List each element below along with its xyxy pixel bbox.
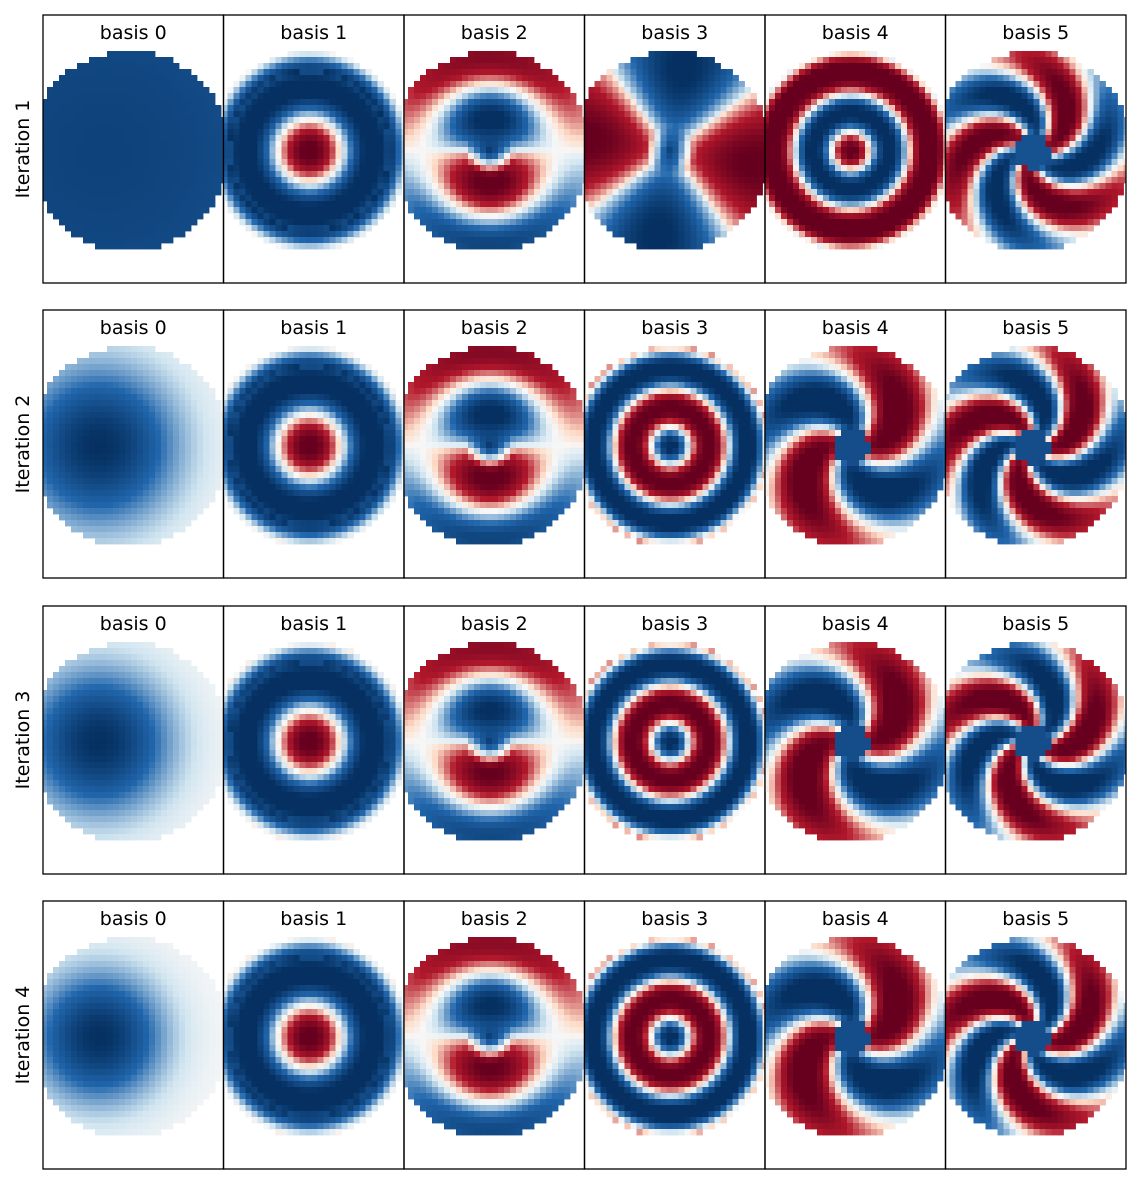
- panel-title: basis 1: [280, 22, 347, 44]
- heatmap-panel: basis 1: [222, 14, 405, 284]
- panel-title: basis 2: [461, 908, 528, 930]
- heatmap-cells: [43, 937, 224, 1136]
- panel-frame: [944, 605, 1127, 875]
- panel-title: basis 4: [822, 317, 889, 339]
- heatmap-panel: basis 4: [764, 605, 947, 875]
- panel-title: basis 1: [280, 908, 347, 930]
- panel-title: basis 1: [280, 613, 347, 635]
- row-label: Iteration 3: [12, 691, 34, 790]
- heatmap-cells: [43, 346, 224, 545]
- heatmap-panel: basis 1: [222, 605, 405, 875]
- heatmap-cells: [223, 51, 404, 250]
- heatmap-panel: basis 1: [222, 309, 405, 579]
- heatmap-cells: [404, 51, 585, 250]
- heatmap-cells: [584, 937, 765, 1136]
- panel-title: basis 0: [100, 317, 167, 339]
- panel-title: basis 0: [100, 22, 167, 44]
- heatmap-panel: basis 5: [944, 14, 1127, 284]
- heatmap-panel: basis 4: [764, 14, 947, 284]
- heatmap-panel: basis 4: [764, 309, 947, 579]
- heatmap-cells: [404, 642, 585, 841]
- panel-title: basis 0: [100, 613, 167, 635]
- heatmap-cells: [765, 642, 946, 841]
- panel-frame: [944, 309, 1127, 579]
- heatmap-cells: [945, 937, 1126, 1136]
- panel-title: basis 2: [461, 613, 528, 635]
- heatmap-panel: basis 3: [583, 309, 766, 579]
- heatmap-panel: basis 1: [222, 900, 405, 1170]
- panel-title: basis 3: [641, 613, 708, 635]
- panel-frame: [944, 900, 1127, 1170]
- heatmap-cells: [223, 642, 404, 841]
- heatmap-cells: [223, 937, 404, 1136]
- heatmap-cells: [945, 642, 1126, 841]
- heatmap-cells: [584, 51, 765, 250]
- heatmap-panel: basis 3: [583, 14, 766, 284]
- heatmap-panel: basis 2: [403, 14, 586, 284]
- panel-title: basis 2: [461, 22, 528, 44]
- panel-title: basis 3: [641, 908, 708, 930]
- heatmap-cells: [43, 642, 224, 841]
- heatmap-panel: basis 4: [764, 900, 947, 1170]
- panel-title: basis 5: [1002, 908, 1069, 930]
- heatmap-cells: [765, 51, 946, 250]
- heatmap-panel: basis 3: [583, 900, 766, 1170]
- panel-title: basis 5: [1002, 613, 1069, 635]
- panel-title: basis 0: [100, 908, 167, 930]
- panel-title: basis 5: [1002, 317, 1069, 339]
- heatmap-panel: basis 0: [42, 900, 225, 1170]
- panel-title: basis 4: [822, 613, 889, 635]
- panel-title: basis 1: [280, 317, 347, 339]
- panel-title: basis 3: [641, 22, 708, 44]
- heatmap-cells: [765, 937, 946, 1136]
- panel-title: basis 2: [461, 317, 528, 339]
- heatmap-cells: [404, 346, 585, 545]
- panel-frame: [944, 14, 1127, 284]
- heatmap-panel: basis 5: [944, 309, 1127, 579]
- heatmap-panel: basis 3: [583, 605, 766, 875]
- panel-title: basis 4: [822, 22, 889, 44]
- panel-title: basis 4: [822, 908, 889, 930]
- heatmap-panel: basis 2: [403, 900, 586, 1170]
- panel-title: basis 5: [1002, 22, 1069, 44]
- row-label: Iteration 2: [12, 395, 34, 494]
- heatmap-panel: basis 2: [403, 309, 586, 579]
- heatmap-panel: basis 0: [42, 309, 225, 579]
- heatmap-panel: basis 0: [42, 14, 225, 284]
- heatmap-cells: [584, 346, 765, 545]
- heatmap-cells: [765, 346, 946, 545]
- heatmap-cells: [945, 51, 1126, 250]
- heatmap-cells: [404, 937, 585, 1136]
- heatmap-panel: basis 0: [42, 605, 225, 875]
- row-label: Iteration 4: [12, 986, 34, 1085]
- panel-title: basis 3: [641, 317, 708, 339]
- heatmap-cells: [945, 346, 1126, 545]
- heatmap-cells: [584, 642, 765, 841]
- heatmap-cells: [223, 346, 404, 545]
- heatmap-panel: basis 5: [944, 900, 1127, 1170]
- heatmap-panel: basis 5: [944, 605, 1127, 875]
- row-label: Iteration 1: [12, 100, 34, 199]
- heatmap-panel: basis 2: [403, 605, 586, 875]
- heatmap-cells: [43, 51, 224, 250]
